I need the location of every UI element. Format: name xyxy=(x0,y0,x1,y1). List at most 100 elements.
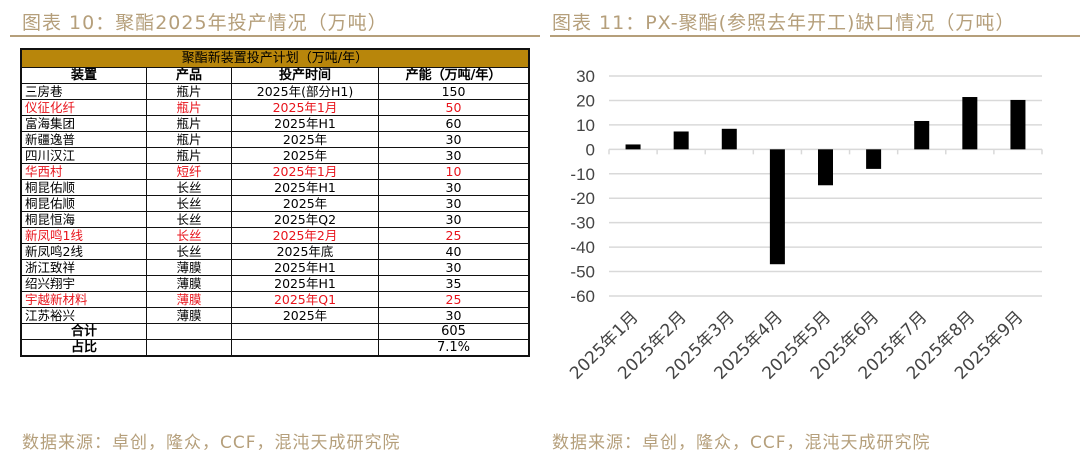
table-cell: 薄膜 xyxy=(146,307,232,324)
table-cell: 30 xyxy=(378,147,530,164)
table-cell: 新疆逸普 xyxy=(20,131,147,148)
table-cell: 2025年2月 xyxy=(231,227,379,244)
table-cell: 富海集团 xyxy=(20,115,147,132)
y-tick-label: 20 xyxy=(576,91,595,110)
table-cell: 桐昆恒海 xyxy=(20,211,147,228)
table-cell: 三房巷 xyxy=(20,83,147,100)
y-tick-label: 30 xyxy=(576,67,595,86)
gap-bar-chart: 3020100-10-20-30-40-50-602025年1月2025年2月2… xyxy=(566,67,1043,384)
table-cell: 瓶片 xyxy=(146,115,232,132)
right-source: 数据来源：卓创，隆众，CCF，混沌天成研究院 xyxy=(552,433,931,453)
table-cell: 2025年 xyxy=(231,131,379,148)
total-row: 合计 605 xyxy=(20,323,530,340)
table-cell: 长丝 xyxy=(146,211,232,228)
table-row: 江苏裕兴 薄膜 2025年 30 xyxy=(20,307,530,324)
bar xyxy=(673,131,689,150)
col-header: 投产时间 xyxy=(231,67,379,84)
table-cell: 30 xyxy=(378,179,530,196)
y-tick-label: -50 xyxy=(570,263,595,282)
y-tick-label: -10 xyxy=(570,165,595,184)
ratio-label: 占比 xyxy=(20,339,147,357)
table-cell: 桐昆佑顺 xyxy=(20,195,147,212)
table-cell: 新凤鸣1线 xyxy=(20,227,147,244)
table-cell: 长丝 xyxy=(146,243,232,260)
table-row: 桐昆佑顺 长丝 2025年 30 xyxy=(20,195,530,212)
table-cell xyxy=(146,323,232,340)
table-cell: 四川汉江 xyxy=(20,147,147,164)
table-cell: 60 xyxy=(378,115,530,132)
table-cell: 2025年 xyxy=(231,307,379,324)
table-cell: 30 xyxy=(378,131,530,148)
table-row: 富海集团 瓶片 2025年H1 60 xyxy=(20,115,530,132)
table-cell: 江苏裕兴 xyxy=(20,307,147,324)
table-cell: 2025年H1 xyxy=(231,179,379,196)
y-tick-label: 10 xyxy=(576,116,595,135)
y-tick-label: -40 xyxy=(570,238,595,257)
col-header: 产能（万吨/年） xyxy=(378,67,530,84)
table-cell: 35 xyxy=(378,275,530,292)
title-rule xyxy=(550,35,1080,37)
right-figure-title: 图表 11：PX-聚酯(参照去年开工)缺口情况（万吨） xyxy=(552,12,1016,34)
table-cell: 薄膜 xyxy=(146,291,232,308)
table-cell: 长丝 xyxy=(146,179,232,196)
bar xyxy=(1010,99,1026,150)
bar xyxy=(914,120,930,150)
table-cell xyxy=(231,339,379,357)
table-row: 新凤鸣2线 长丝 2025年底 40 xyxy=(20,243,530,260)
table-row: 华西村 短纤 2025年1月 10 xyxy=(20,163,530,180)
bar xyxy=(769,149,785,265)
table-cell: 2025年H1 xyxy=(231,259,379,276)
table-cell: 瓶片 xyxy=(146,99,232,116)
table-cell: 仪征化纤 xyxy=(20,99,147,116)
bar xyxy=(818,149,833,186)
table-row: 桐昆恒海 长丝 2025年Q2 30 xyxy=(20,211,530,228)
table-cell: 浙江致祥 xyxy=(20,259,147,276)
left-source: 数据来源：卓创，隆众，CCF，混沌天成研究院 xyxy=(22,433,401,453)
table-row: 三房巷 瓶片 2025年(部分H1) 150 xyxy=(20,83,530,100)
table-cell: 30 xyxy=(378,211,530,228)
table-row: 桐昆佑顺 长丝 2025年H1 30 xyxy=(20,179,530,196)
table-cell: 长丝 xyxy=(146,195,232,212)
table-row: 新疆逸普 瓶片 2025年 30 xyxy=(20,131,530,148)
total-value: 605 xyxy=(378,323,530,340)
table-row: 浙江致祥 薄膜 2025年H1 30 xyxy=(20,259,530,276)
bar xyxy=(721,128,737,150)
table-cell: 瓶片 xyxy=(146,147,232,164)
table-cell: 瓶片 xyxy=(146,83,232,100)
capacity-table: 聚酯新装置投产计划（万吨/年） 装置 产品 投产时间 产能（万吨/年） 三房巷瓶… xyxy=(20,48,530,357)
table-cell: 2025年1月 xyxy=(231,163,379,180)
table-row: 四川汉江 瓶片 2025年 30 xyxy=(20,147,530,164)
total-label: 合计 xyxy=(20,323,147,340)
table-cell: 宇越新材料 xyxy=(20,291,147,308)
table-cell: 薄膜 xyxy=(146,259,232,276)
y-tick-label: -60 xyxy=(570,287,595,306)
table-cell: 30 xyxy=(378,195,530,212)
y-tick-label: -30 xyxy=(570,214,595,233)
table-row: 仪征化纤 瓶片 2025年1月 50 xyxy=(20,99,530,116)
table-cell: 40 xyxy=(378,243,530,260)
table-row: 新凤鸣1线 长丝 2025年2月 25 xyxy=(20,227,530,244)
bar xyxy=(866,149,882,169)
table-cell: 2025年(部分H1) xyxy=(231,83,379,100)
col-header: 装置 xyxy=(20,67,147,84)
table-cell: 新凤鸣2线 xyxy=(20,243,147,260)
table-cell: 桐昆佑顺 xyxy=(20,179,147,196)
table-cell: 2025年H1 xyxy=(231,115,379,132)
ratio-row: 占比 7.1% xyxy=(20,339,530,357)
table-row: 宇越新材料 薄膜 2025年Q1 25 xyxy=(20,291,530,308)
table-cell: 25 xyxy=(378,227,530,244)
table-cell: 150 xyxy=(378,83,530,100)
table-cell: 2025年Q1 xyxy=(231,291,379,308)
table-cell: 30 xyxy=(378,307,530,324)
table-cell: 2025年底 xyxy=(231,243,379,260)
table-cell: 2025年1月 xyxy=(231,99,379,116)
col-header: 产品 xyxy=(146,67,232,84)
table-cell: 30 xyxy=(378,259,530,276)
table-cell xyxy=(146,339,232,357)
table-cell: 10 xyxy=(378,163,530,180)
y-tick-label: -20 xyxy=(570,189,595,208)
table-cell: 长丝 xyxy=(146,227,232,244)
table-cell: 2025年H1 xyxy=(231,275,379,292)
table-caption: 聚酯新装置投产计划（万吨/年） xyxy=(20,48,530,68)
table-cell: 2025年Q2 xyxy=(231,211,379,228)
